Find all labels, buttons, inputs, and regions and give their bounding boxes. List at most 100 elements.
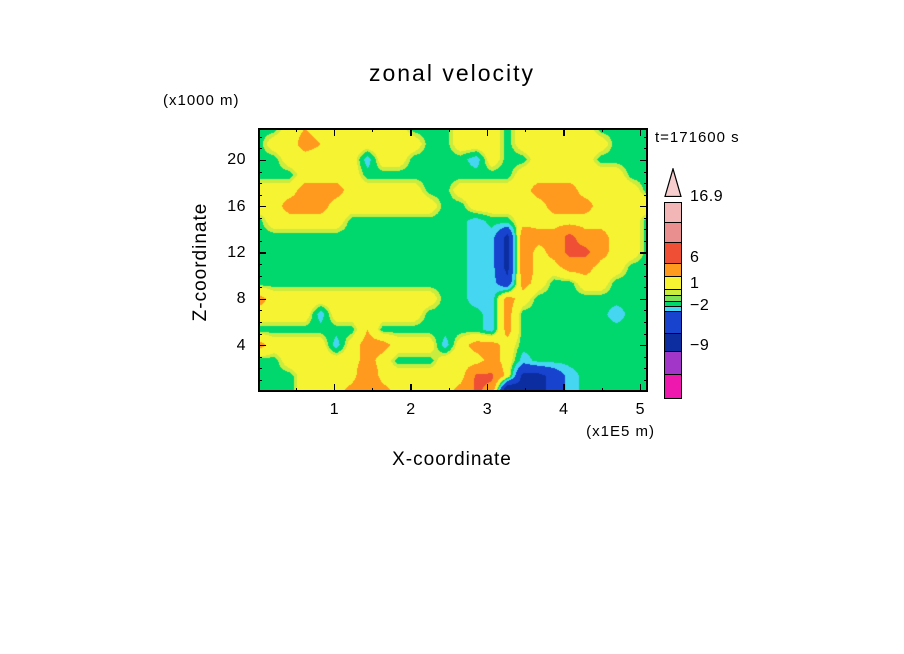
- axis-tick: [640, 344, 648, 347]
- axis-tick: [258, 194, 262, 196]
- axis-tick: [258, 229, 262, 231]
- colorbar-tick-label: 6: [690, 249, 700, 266]
- axis-tick: [639, 384, 642, 392]
- axis-tick: [372, 128, 374, 132]
- x-axis-label: X-coordinate: [392, 449, 512, 470]
- heatmap-canvas: [258, 128, 648, 392]
- contour-plot-area: [258, 128, 648, 392]
- axis-tick: [258, 379, 262, 381]
- colorbar-tick-label: 1: [690, 275, 700, 292]
- colorbar-segment: [665, 223, 681, 243]
- axis-tick: [333, 128, 336, 136]
- axis-tick: [563, 128, 565, 136]
- colorbar-segment: [665, 334, 681, 352]
- x-tick-label: 1: [329, 401, 340, 418]
- axis-tick: [258, 264, 262, 266]
- axis-tick: [644, 379, 648, 381]
- axis-tick: [258, 333, 262, 335]
- axis-tick: [644, 333, 648, 335]
- axis-tick: [644, 183, 648, 185]
- axis-tick: [448, 128, 450, 132]
- axis-tick: [258, 344, 266, 347]
- axis-tick: [258, 298, 266, 301]
- colorbar-tick-label: −9: [690, 337, 710, 354]
- x-tick-label: 4: [559, 401, 569, 418]
- axis-tick: [372, 388, 374, 392]
- axis-tick: [486, 384, 489, 392]
- axis-tick: [258, 171, 262, 173]
- axis-tick: [640, 252, 648, 254]
- axis-tick: [486, 128, 489, 136]
- colorbar-segment: [665, 296, 681, 302]
- y-tick-label: 12: [227, 244, 246, 262]
- axis-tick: [258, 356, 262, 358]
- x-axis-unit-label: (x1E5 m): [586, 423, 655, 440]
- colorbar-tick-label: −2: [690, 297, 710, 314]
- axis-tick: [258, 183, 262, 185]
- axis-tick: [258, 217, 262, 219]
- y-tick-label: 16: [227, 197, 246, 215]
- colorbar-body: [664, 202, 682, 399]
- y-tick-label: 8: [236, 290, 246, 308]
- axis-tick: [644, 368, 648, 370]
- colorbar-segment: [665, 312, 681, 334]
- axis-tick: [601, 388, 603, 392]
- axis-tick: [644, 322, 648, 324]
- colorbar-segment: [665, 264, 681, 277]
- colorbar-segment: [665, 307, 681, 312]
- axis-tick: [644, 287, 648, 289]
- colorbar-arrow-tip: [664, 166, 682, 198]
- axis-tick: [640, 298, 648, 301]
- colorbar-segment: [665, 375, 681, 398]
- axis-tick: [640, 205, 648, 208]
- y-axis-unit-label: (x1000 m): [163, 92, 240, 109]
- colorbar-segment: [665, 243, 681, 264]
- axis-tick: [563, 384, 565, 392]
- axis-tick: [644, 310, 648, 312]
- axis-tick: [525, 388, 527, 392]
- timestamp-label: t=171600 s: [655, 129, 740, 146]
- chart-title: zonal velocity: [368, 60, 536, 86]
- colorbar-tick-label: 16.9: [690, 188, 724, 205]
- x-tick-label: 3: [482, 401, 493, 418]
- y-tick-label: 4: [236, 336, 246, 354]
- axis-tick: [258, 159, 266, 162]
- axis-tick: [258, 368, 262, 370]
- colorbar-segment: [665, 277, 681, 290]
- axis-tick: [258, 240, 262, 242]
- axis-tick: [258, 275, 262, 277]
- axis-tick: [333, 384, 336, 392]
- y-tick-label: 20: [227, 151, 246, 169]
- axis-tick: [410, 384, 412, 392]
- x-tick-label: 5: [635, 401, 646, 418]
- axis-tick: [295, 128, 297, 132]
- axis-tick: [258, 310, 262, 312]
- axis-tick: [258, 322, 262, 324]
- colorbar-segment: [665, 302, 681, 307]
- axis-tick: [644, 275, 648, 277]
- colorbar: [664, 166, 682, 399]
- x-tick-label: 2: [406, 401, 416, 418]
- axis-tick: [258, 136, 262, 138]
- axis-tick: [644, 229, 648, 231]
- axis-tick: [258, 205, 266, 208]
- axis-tick: [448, 388, 450, 392]
- axis-tick: [644, 194, 648, 196]
- colorbar-segment: [665, 203, 681, 223]
- axis-tick: [640, 159, 648, 162]
- axis-tick: [258, 252, 266, 254]
- colorbar-segment: [665, 352, 681, 375]
- axis-tick: [258, 148, 262, 150]
- axis-tick: [258, 287, 262, 289]
- axis-tick: [644, 136, 648, 138]
- axis-tick: [410, 128, 412, 136]
- axis-tick: [644, 264, 648, 266]
- axis-tick: [644, 148, 648, 150]
- colorbar-segment: [665, 290, 681, 296]
- axis-tick: [295, 388, 297, 392]
- axis-tick: [644, 171, 648, 173]
- axis-tick: [525, 128, 527, 132]
- axis-tick: [644, 356, 648, 358]
- axis-tick: [644, 240, 648, 242]
- axis-tick: [601, 128, 603, 132]
